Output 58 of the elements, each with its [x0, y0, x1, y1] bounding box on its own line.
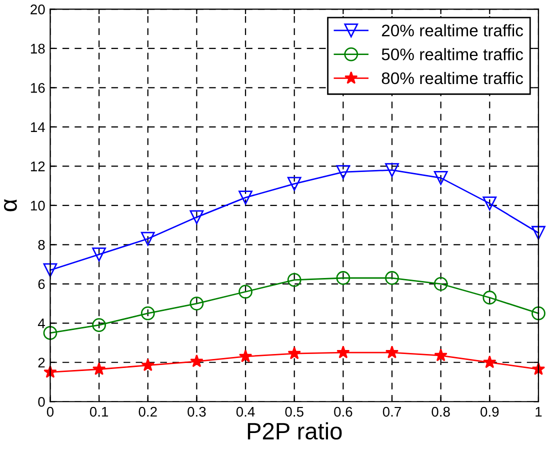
point: [140, 232, 155, 246]
x-tick-label: 0: [46, 406, 54, 417]
point: [483, 355, 496, 368]
y-tick-label: 10: [30, 200, 45, 211]
x-tick-label: 0.5: [285, 406, 304, 417]
legend-label: 50% realtime traffic: [382, 48, 524, 60]
y-tick-label: 0: [38, 396, 45, 407]
point: [336, 271, 350, 285]
y-tick-label: 18: [30, 44, 45, 54]
x-axis-title: P2P ratio: [248, 422, 342, 440]
point: [532, 306, 546, 320]
x-tick-label: 0.8: [432, 406, 450, 417]
y-tick-label: 2: [38, 358, 45, 368]
point: [190, 210, 204, 224]
point: [385, 163, 399, 178]
x-tick-label: 0.3: [188, 406, 206, 417]
point: [482, 290, 497, 305]
point: [385, 346, 399, 358]
y-tick-label: 20: [30, 4, 45, 14]
x-tick-label: 0.9: [480, 406, 499, 417]
x-tick-label: 0.7: [382, 406, 401, 417]
point: [43, 263, 58, 278]
point: [190, 354, 204, 368]
point: [92, 248, 106, 262]
y-tick-label: 14: [30, 122, 45, 132]
point: [43, 326, 58, 340]
point: [140, 306, 155, 320]
x-tick-label: 0.1: [90, 406, 108, 417]
point: [190, 296, 204, 310]
point: [288, 346, 301, 360]
point: [434, 276, 448, 291]
point: [92, 318, 106, 332]
point: [92, 362, 106, 375]
x-tick-label: 1: [536, 406, 542, 417]
x-tick-label: 0.4: [236, 406, 255, 417]
point: [434, 170, 448, 185]
point: [238, 284, 252, 299]
point: [336, 165, 350, 179]
point: [434, 348, 448, 362]
y-tick-label: 4: [38, 318, 45, 328]
point: [482, 196, 497, 210]
y-tick-label: 8: [38, 240, 45, 250]
point: [141, 358, 155, 372]
point: [336, 346, 350, 358]
y-tick-label: 12: [30, 161, 45, 172]
point: [385, 271, 399, 285]
legend-label: 20% realtime traffic: [382, 24, 524, 36]
point: [287, 176, 302, 191]
point: [238, 190, 252, 204]
y-tick-label: 16: [30, 83, 45, 93]
legend-label: 80% realtime traffic: [382, 72, 524, 84]
x-tick-label: 0.2: [138, 406, 157, 417]
point: [287, 273, 302, 287]
y-tick-label: 6: [38, 279, 45, 290]
point: [532, 226, 546, 240]
point: [238, 350, 252, 362]
x-tick-label: 0.6: [334, 406, 352, 417]
y-axis-title: α: [4, 199, 17, 212]
